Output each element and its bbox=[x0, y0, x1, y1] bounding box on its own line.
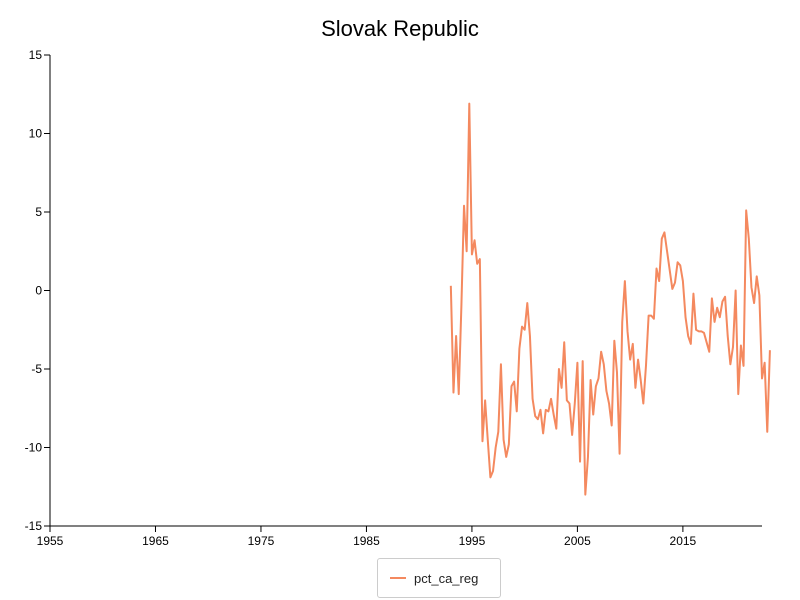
y-tick-label: 15 bbox=[29, 48, 43, 62]
y-tick-label: 0 bbox=[35, 284, 42, 298]
x-tick-label: 2015 bbox=[670, 534, 697, 548]
x-tick-label: 1995 bbox=[459, 534, 486, 548]
y-tick-label: 10 bbox=[29, 127, 43, 141]
y-axis: 15 10 5 0 -5 -10 -15 bbox=[25, 48, 51, 533]
x-tick-label: 1975 bbox=[248, 534, 275, 548]
plot-area bbox=[449, 102, 771, 496]
chart-title: Slovak Republic bbox=[321, 16, 479, 41]
y-tick-label: 5 bbox=[35, 205, 42, 219]
x-axis: 1955 1965 1975 1985 1995 2005 2015 bbox=[37, 525, 762, 548]
x-tick-label: 1965 bbox=[142, 534, 169, 548]
x-tick-label: 1985 bbox=[353, 534, 380, 548]
y-tick-label: -15 bbox=[25, 519, 43, 533]
series-line-pct_ca_reg bbox=[449, 102, 771, 496]
y-tick-label: -10 bbox=[25, 441, 43, 455]
y-tick-label: -5 bbox=[31, 362, 42, 376]
legend: pct_ca_reg bbox=[377, 558, 501, 598]
x-tick-label: 1955 bbox=[37, 534, 64, 548]
legend-swatch-line bbox=[390, 577, 406, 579]
legend-label: pct_ca_reg bbox=[414, 570, 479, 586]
x-tick-label: 2005 bbox=[564, 534, 591, 548]
